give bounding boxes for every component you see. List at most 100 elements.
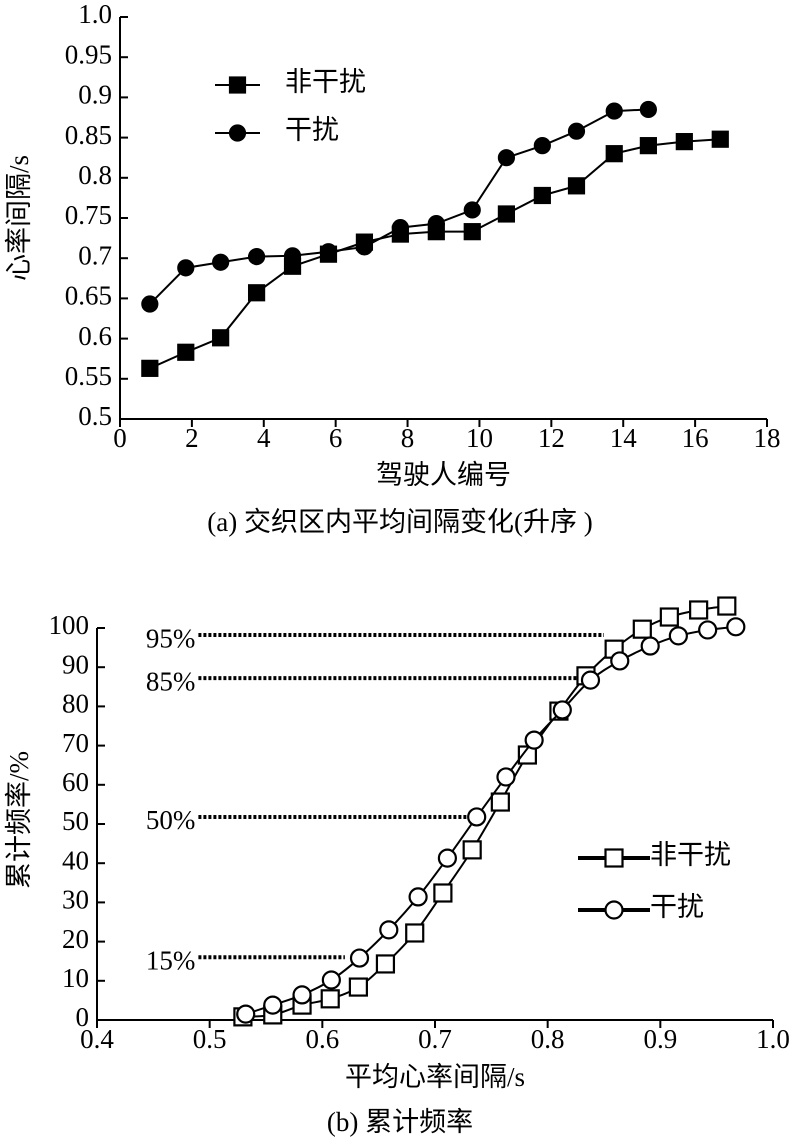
marker bbox=[375, 954, 396, 974]
y-tick-label: 50 bbox=[62, 806, 89, 836]
marker bbox=[639, 137, 657, 155]
x-tick-label: 0.6 bbox=[305, 1024, 339, 1054]
caption: (a) 交织区内平均间隔变化(升序 ) bbox=[207, 507, 592, 537]
legend-marker bbox=[228, 124, 247, 142]
series-line bbox=[242, 605, 727, 1018]
y-tick-label: 40 bbox=[62, 845, 89, 875]
x-tick-label: 12 bbox=[538, 423, 565, 453]
annotation: 15% bbox=[146, 945, 196, 975]
annotation: 85% bbox=[146, 666, 196, 696]
marker bbox=[177, 343, 195, 361]
legend-marker bbox=[604, 900, 624, 920]
marker bbox=[405, 923, 425, 943]
x-tick-label: 4 bbox=[257, 423, 271, 453]
x-tick-label: 8 bbox=[401, 423, 415, 453]
marker bbox=[463, 223, 481, 241]
marker bbox=[698, 620, 718, 640]
x-tick-label: 0.8 bbox=[531, 1024, 565, 1054]
y-tick-label: 20 bbox=[62, 924, 89, 954]
marker bbox=[141, 295, 159, 313]
x-tick-label: 14 bbox=[610, 423, 638, 453]
x-tick-label: 0.9 bbox=[643, 1024, 677, 1054]
y-tick-label: 60 bbox=[62, 767, 89, 797]
marker bbox=[379, 920, 399, 940]
marker bbox=[496, 767, 516, 787]
y-tick-label: 100 bbox=[49, 610, 90, 640]
y-tick-label: 30 bbox=[62, 885, 89, 915]
marker bbox=[433, 883, 453, 903]
y-tick-label: 70 bbox=[62, 728, 89, 758]
marker bbox=[640, 636, 660, 656]
marker bbox=[177, 259, 195, 277]
y-tick-label: 90 bbox=[62, 649, 89, 679]
marker bbox=[462, 840, 482, 860]
y-tick-label: 0.75 bbox=[65, 200, 112, 230]
marker bbox=[524, 730, 544, 750]
y-tick-label: 0.95 bbox=[65, 39, 112, 69]
marker bbox=[391, 219, 409, 237]
y-tick-label: 0.9 bbox=[78, 80, 112, 110]
marker bbox=[292, 985, 312, 1005]
marker bbox=[319, 243, 338, 261]
y-tick-label: 0.7 bbox=[78, 240, 112, 270]
x-tick-label: 0.5 bbox=[193, 1024, 227, 1054]
legend-label: 非干扰 bbox=[650, 840, 731, 870]
marker bbox=[639, 100, 657, 119]
marker bbox=[552, 700, 572, 720]
y-tick-label: 0.8 bbox=[78, 160, 112, 190]
y-tick-label: 0.85 bbox=[65, 120, 112, 150]
x-tick-label: 0 bbox=[113, 423, 127, 453]
y-tick-label: 0.55 bbox=[65, 361, 112, 391]
legend-marker bbox=[228, 76, 247, 94]
legend-label: 干扰 bbox=[285, 115, 339, 145]
marker bbox=[467, 807, 487, 827]
y-tick-label: 0.5 bbox=[78, 401, 112, 431]
y-tick-label: 0 bbox=[76, 1002, 90, 1032]
legend-marker bbox=[604, 848, 624, 868]
marker bbox=[632, 619, 652, 639]
marker bbox=[283, 247, 302, 265]
marker bbox=[497, 205, 516, 223]
legend-label: 干扰 bbox=[650, 892, 704, 922]
marker bbox=[355, 238, 374, 256]
marker bbox=[533, 186, 551, 205]
marker bbox=[605, 102, 623, 120]
y-axis-title: 累计频率/% bbox=[4, 751, 34, 889]
marker bbox=[675, 133, 693, 151]
marker bbox=[348, 977, 368, 997]
x-tick-label: 16 bbox=[682, 423, 709, 453]
marker bbox=[427, 215, 445, 233]
marker bbox=[668, 626, 688, 646]
marker bbox=[490, 792, 510, 812]
marker bbox=[236, 1004, 256, 1024]
marker bbox=[263, 995, 283, 1015]
marker bbox=[567, 122, 586, 140]
y-axis-title: 心率间隔/s bbox=[4, 155, 34, 281]
series-line bbox=[149, 138, 721, 370]
marker bbox=[533, 137, 551, 155]
marker bbox=[497, 149, 516, 167]
marker bbox=[580, 670, 601, 690]
marker bbox=[610, 651, 630, 671]
marker bbox=[567, 177, 586, 195]
x-tick-label: 0.4 bbox=[80, 1024, 114, 1054]
x-tick-label: 10 bbox=[466, 423, 493, 453]
marker bbox=[212, 329, 230, 347]
x-tick-label: 1.0 bbox=[756, 1024, 790, 1054]
marker bbox=[320, 989, 340, 1009]
marker bbox=[349, 948, 370, 968]
marker bbox=[408, 887, 428, 907]
marker bbox=[247, 284, 266, 302]
y-tick-label: 80 bbox=[62, 689, 89, 719]
marker bbox=[689, 600, 709, 620]
annotation: 95% bbox=[146, 623, 196, 653]
y-tick-label: 0.65 bbox=[65, 281, 112, 311]
marker bbox=[141, 359, 159, 377]
x-tick-label: 0.7 bbox=[418, 1024, 452, 1054]
x-tick-label: 2 bbox=[185, 423, 199, 453]
marker bbox=[605, 145, 623, 163]
annotation: 50% bbox=[146, 805, 196, 835]
caption: (b) 累计频率 bbox=[327, 1107, 473, 1137]
marker bbox=[212, 253, 230, 271]
